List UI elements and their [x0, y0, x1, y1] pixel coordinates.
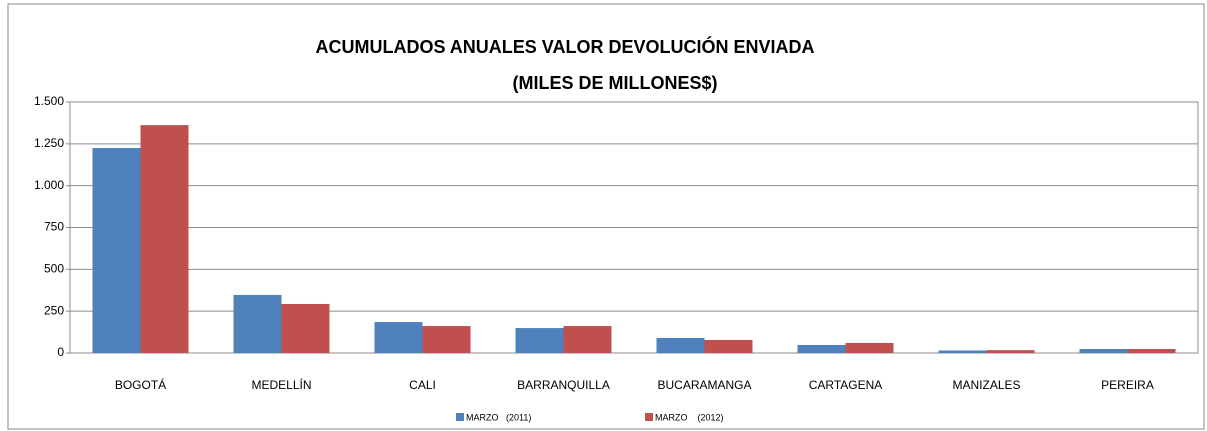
bar: [515, 328, 564, 353]
x-tick-label: PEREIRA: [1101, 378, 1154, 392]
y-tick-label: 1.250: [34, 136, 64, 150]
bar: [986, 350, 1035, 353]
y-tick-label: 0: [57, 345, 64, 359]
chart-subtitle: (MILES DE MILLONES$): [512, 73, 717, 93]
x-tick-label: MANIZALES: [952, 378, 1020, 392]
bar: [374, 322, 423, 353]
x-tick-label: MEDELLÍN: [251, 377, 311, 392]
bar: [233, 294, 282, 353]
bar: [845, 342, 894, 353]
bar: [938, 350, 987, 353]
bar: [92, 148, 141, 353]
x-tick-label: BOGOTÁ: [115, 377, 166, 392]
bar: [422, 326, 471, 353]
legend-label: MARZO (2011): [466, 412, 531, 422]
bar: [281, 303, 330, 353]
x-tick-label: CALI: [409, 378, 436, 392]
bar: [656, 337, 705, 353]
legend-swatch: [456, 413, 464, 421]
y-tick-label: 1.500: [34, 94, 64, 108]
y-tick-label: 1.000: [34, 178, 64, 192]
bar: [797, 344, 846, 353]
chart-frame: [7, 3, 1205, 430]
chart-title: ACUMULADOS ANUALES VALOR DEVOLUCIÓN ENVI…: [315, 36, 814, 57]
y-tick-label: 250: [44, 303, 64, 317]
x-tick-label: BARRANQUILLA: [517, 378, 610, 392]
bar: [704, 339, 753, 353]
bar: [140, 125, 189, 353]
legend-swatch: [645, 413, 653, 421]
bar: [1079, 348, 1128, 353]
bar: [563, 326, 612, 353]
legend-label: MARZO (2012): [655, 412, 724, 422]
y-tick-label: 500: [44, 262, 64, 276]
x-tick-label: CARTAGENA: [809, 378, 883, 392]
plot-area: [69, 101, 1199, 354]
bar: [1127, 348, 1176, 353]
y-tick-label: 750: [44, 220, 64, 234]
x-tick-label: BUCARAMANGA: [657, 378, 751, 392]
